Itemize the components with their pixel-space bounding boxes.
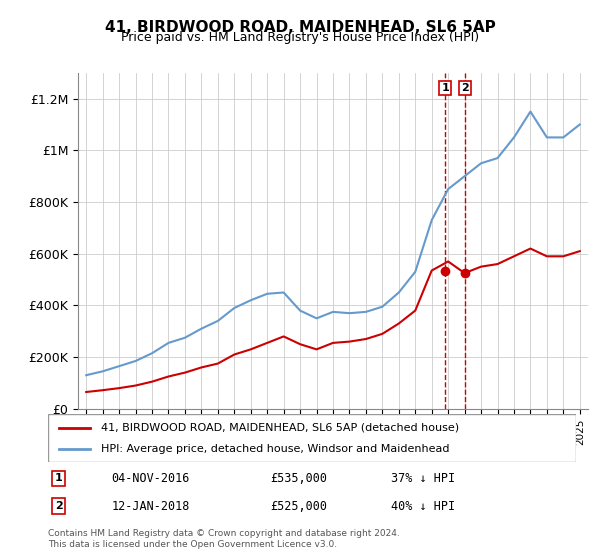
Text: 12-JAN-2018: 12-JAN-2018 [112, 500, 190, 512]
Text: Contains HM Land Registry data © Crown copyright and database right 2024.
This d: Contains HM Land Registry data © Crown c… [48, 529, 400, 549]
Text: Price paid vs. HM Land Registry's House Price Index (HPI): Price paid vs. HM Land Registry's House … [121, 31, 479, 44]
Text: £525,000: £525,000 [270, 500, 327, 512]
Text: HPI: Average price, detached house, Windsor and Maidenhead: HPI: Average price, detached house, Wind… [101, 444, 449, 454]
Text: 1: 1 [55, 473, 62, 483]
Text: 40% ↓ HPI: 40% ↓ HPI [391, 500, 455, 512]
Text: 41, BIRDWOOD ROAD, MAIDENHEAD, SL6 5AP (detached house): 41, BIRDWOOD ROAD, MAIDENHEAD, SL6 5AP (… [101, 423, 459, 433]
Text: 1: 1 [442, 83, 449, 93]
Text: £535,000: £535,000 [270, 472, 327, 485]
Text: 41, BIRDWOOD ROAD, MAIDENHEAD, SL6 5AP: 41, BIRDWOOD ROAD, MAIDENHEAD, SL6 5AP [104, 20, 496, 35]
Text: 2: 2 [55, 501, 62, 511]
Text: 2: 2 [461, 83, 469, 93]
FancyBboxPatch shape [48, 414, 576, 462]
Text: 37% ↓ HPI: 37% ↓ HPI [391, 472, 455, 485]
Text: 04-NOV-2016: 04-NOV-2016 [112, 472, 190, 485]
